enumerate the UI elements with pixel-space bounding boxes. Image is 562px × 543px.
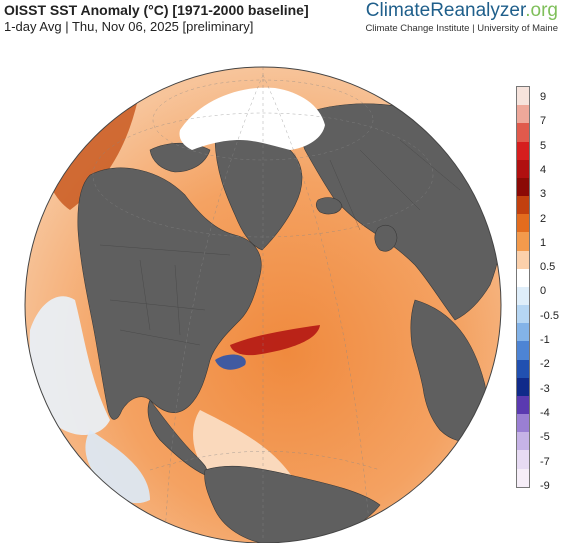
colorbar-segment — [517, 432, 529, 451]
colorbar-tick-label: 4 — [540, 163, 547, 176]
british-isles-land — [374, 225, 398, 252]
colorbar-segment — [517, 250, 529, 269]
colorbar-segment — [517, 232, 529, 251]
map-title: OISST SST Anomaly (°C) [1971-2000 baseli… — [4, 2, 309, 18]
pacific-cool-patch-south — [85, 430, 150, 504]
colorbar-segment — [517, 214, 529, 233]
colorbar-tick-label: 2 — [540, 212, 547, 225]
colorbar-segment — [517, 450, 529, 469]
colorbar-segment — [517, 123, 529, 142]
colorbar-tick-label: 0.5 — [540, 261, 556, 274]
colorbar-tick-label: -4 — [540, 406, 550, 419]
africa-land — [410, 299, 487, 443]
colorbar-segment — [517, 395, 529, 415]
iceland-land — [315, 197, 343, 215]
colorbar-tick-label: 3 — [540, 188, 547, 201]
brand-logo[interactable]: ClimateReanalyzer.org Climate Change Ins… — [365, 0, 558, 34]
colorbar-tick-label: 5 — [540, 139, 547, 152]
colorbar-tick-label: 7 — [540, 115, 547, 128]
north-america-land — [77, 167, 262, 420]
colorbar-tick-label: -0.5 — [540, 309, 559, 322]
colorbar-segment — [517, 177, 529, 197]
colorbar-tick-label: -9 — [540, 479, 550, 492]
gulf-stream-cold-streak — [215, 354, 246, 370]
pacific-cool-patch — [29, 296, 110, 435]
colorbar-tick-label: 1 — [540, 236, 547, 249]
colorbar-tick-label: -3 — [540, 382, 550, 395]
colorbar-tick-label: -7 — [540, 455, 550, 468]
political-borders — [99, 139, 461, 346]
colorbar-tick-label: -5 — [540, 431, 550, 444]
colorbar-segment — [517, 305, 529, 324]
colorbar-segment — [517, 268, 529, 287]
colorbar-segment — [517, 105, 529, 124]
colorbar-segment — [517, 468, 529, 487]
globe-outline — [24, 66, 502, 543]
gulf-stream-warm-streak — [230, 325, 320, 356]
colorbar-segment — [517, 377, 529, 396]
anomaly-colorbar — [516, 86, 530, 488]
map-subtitle: 1-day Avg | Thu, Nov 06, 2025 [prelimina… — [4, 19, 254, 34]
colorbar-segment — [517, 141, 529, 160]
colorbar-segment — [517, 323, 529, 342]
colorbar-tick-label: 9 — [540, 91, 547, 103]
colorbar-segment — [517, 359, 529, 378]
arctic-sea-ice — [179, 87, 325, 150]
colorbar-tick-label: -1 — [540, 334, 550, 346]
arctic-islands-land — [149, 142, 211, 173]
colorbar-segment — [517, 87, 529, 106]
colorbar-tick-label: 0 — [540, 285, 547, 298]
brand-name: ClimateReanalyzer.org — [365, 0, 558, 21]
colorbar-segment — [517, 286, 529, 306]
colorbar-segment — [517, 414, 529, 433]
graticule — [92, 67, 434, 540]
colorbar-tick-label: -2 — [540, 358, 550, 371]
brand-affiliation: Climate Change Institute | University of… — [365, 23, 558, 34]
colorbar-segment — [517, 341, 529, 360]
colorbar-segment — [517, 159, 529, 178]
north-pacific-warm-patch — [45, 90, 140, 210]
land-masses — [77, 103, 501, 543]
colorbar-segment — [517, 196, 529, 215]
